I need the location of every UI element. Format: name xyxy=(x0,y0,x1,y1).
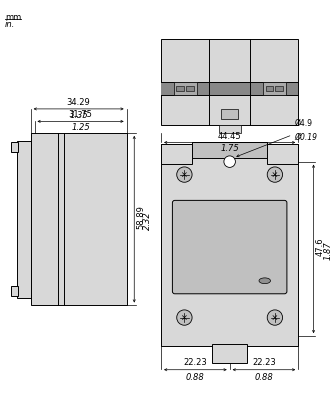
Text: 58.89: 58.89 xyxy=(136,205,145,229)
FancyBboxPatch shape xyxy=(172,200,287,294)
Bar xyxy=(219,125,241,133)
Bar xyxy=(275,86,283,92)
Bar xyxy=(221,109,238,120)
Circle shape xyxy=(177,310,192,325)
Bar xyxy=(161,39,298,125)
Bar xyxy=(17,140,31,298)
Text: 1.75: 1.75 xyxy=(220,144,239,153)
Bar xyxy=(161,144,298,346)
Ellipse shape xyxy=(259,278,271,284)
Bar xyxy=(263,82,286,95)
Circle shape xyxy=(177,167,192,182)
Circle shape xyxy=(267,167,282,182)
Text: mm: mm xyxy=(5,13,21,22)
Bar xyxy=(266,86,273,92)
Circle shape xyxy=(224,156,235,167)
Text: in.: in. xyxy=(5,20,15,29)
Bar xyxy=(177,86,184,92)
Bar xyxy=(161,144,192,164)
Text: 0.88: 0.88 xyxy=(186,373,205,382)
Bar xyxy=(11,142,18,152)
Bar xyxy=(267,144,298,164)
Text: 22.23: 22.23 xyxy=(183,358,207,367)
Text: 0.88: 0.88 xyxy=(254,373,273,382)
Bar xyxy=(212,344,248,363)
Bar xyxy=(31,133,127,306)
Bar xyxy=(174,82,197,95)
Text: 2.32: 2.32 xyxy=(143,212,152,230)
Text: 31.75: 31.75 xyxy=(69,110,92,120)
Text: Ø4.9: Ø4.9 xyxy=(294,119,313,128)
Text: 1.87: 1.87 xyxy=(323,242,330,260)
Text: 47.6: 47.6 xyxy=(315,238,324,256)
Bar xyxy=(11,286,18,296)
Bar xyxy=(192,142,267,158)
Text: 1.25: 1.25 xyxy=(71,123,90,132)
Text: 22.23: 22.23 xyxy=(252,358,276,367)
Text: 1.35: 1.35 xyxy=(69,111,88,120)
Bar xyxy=(186,86,194,92)
Text: 44.45: 44.45 xyxy=(218,132,242,140)
Text: Ø0.19: Ø0.19 xyxy=(294,133,317,142)
Bar xyxy=(161,82,298,95)
Circle shape xyxy=(267,310,282,325)
Text: 34.29: 34.29 xyxy=(67,98,90,107)
